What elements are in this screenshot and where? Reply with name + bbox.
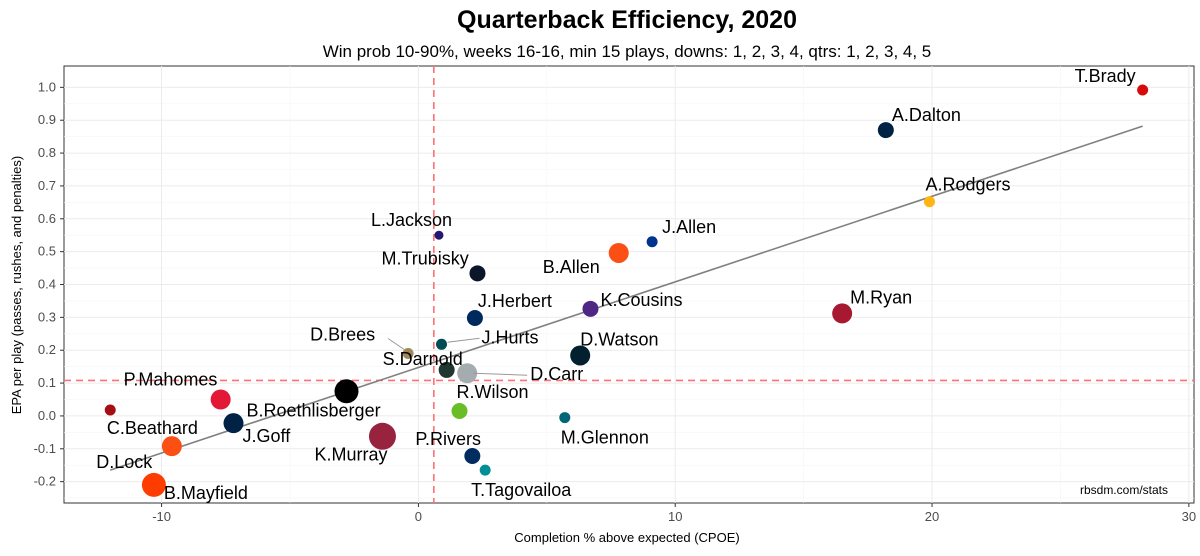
data-point [334, 379, 359, 404]
data-point [466, 310, 483, 327]
data-point [223, 413, 244, 434]
x-tick-label: 30 [1182, 509, 1196, 524]
data-label: C.Beathard [107, 418, 198, 438]
y-tick-label: 0.4 [38, 277, 56, 292]
grid [64, 66, 1194, 503]
data-label: J.Hurts [482, 327, 539, 347]
data-point [469, 265, 486, 282]
data-point [559, 412, 571, 424]
x-tick-label: 20 [925, 509, 939, 524]
data-point [438, 361, 455, 378]
data-label: M.Glennon [561, 428, 649, 448]
data-point [582, 300, 599, 317]
data-point [402, 348, 414, 359]
regression-line [109, 125, 1143, 471]
data-point [877, 122, 894, 139]
data-point [464, 448, 481, 465]
data-point [832, 303, 853, 324]
y-axis-label: EPA per play (passes, rushes, and penalt… [9, 156, 24, 414]
data-point [210, 389, 231, 410]
data-label: R.Wilson [457, 382, 529, 402]
y-tick-label: 0.9 [38, 112, 56, 127]
data-points [104, 84, 1149, 497]
data-label: D.Watson [580, 329, 658, 349]
data-label: K.Cousins [600, 290, 682, 310]
data-label: K.Murray [314, 444, 387, 464]
data-label: B.Mayfield [164, 483, 248, 503]
data-label: B.Allen [543, 257, 600, 277]
data-label: S.Darnold [383, 349, 463, 369]
data-point [161, 436, 182, 457]
label-connector [387, 338, 405, 350]
data-point [104, 404, 116, 416]
data-point [368, 422, 396, 450]
y-tick-label: 0.0 [38, 408, 56, 423]
data-labels: T.Brady A.Dalton A.Rodgers J.Allen L.Jackson… [96, 66, 1135, 503]
y-tick-label: -0.2 [34, 474, 56, 489]
data-label: D.Carr [530, 364, 583, 384]
x-tick-label: 0 [415, 509, 422, 524]
data-point [436, 338, 448, 350]
data-point [570, 345, 591, 366]
data-point [141, 472, 166, 497]
y-tick-label: 0.6 [38, 211, 56, 226]
x-tick-label: -10 [152, 509, 171, 524]
y-axis-ticks: 1.0 0.9 0.8 0.7 0.6 0.5 0.4 0.3 0.2 0.1 0.0 -0.1 -0.… [34, 79, 64, 489]
label-connector [447, 337, 480, 343]
data-label: A.Dalton [892, 105, 961, 125]
y-tick-label: 0.3 [38, 309, 56, 324]
data-point [457, 363, 478, 384]
data-label: L.Jackson [371, 210, 452, 230]
y-tick-label: 0.7 [38, 178, 56, 193]
data-label: T.Tagovailoa [471, 480, 572, 500]
chart-title: Quarterback Efficiency, 2020 [457, 6, 797, 34]
data-label: M.Ryan [850, 287, 912, 307]
data-point [646, 236, 658, 248]
x-axis-ticks: -10 0 10 20 30 [152, 503, 1196, 524]
data-point [479, 464, 491, 476]
data-label: P.Rivers [415, 429, 481, 449]
y-tick-label: 1.0 [38, 79, 56, 94]
data-point [923, 196, 935, 208]
data-point [608, 242, 629, 263]
y-tick-label: 0.5 [38, 244, 56, 259]
data-label: J.Goff [243, 426, 292, 446]
data-label: T.Brady [1075, 66, 1136, 86]
label-connector [473, 372, 528, 376]
y-tick-label: 0.8 [38, 145, 56, 160]
x-tick-label: 10 [668, 509, 682, 524]
trend-line [109, 125, 1143, 471]
chart-subtitle: Win prob 10-90%, weeks 16-16, min 15 pla… [323, 42, 932, 61]
data-label: D.Brees [310, 325, 375, 345]
reference-lines [64, 66, 1194, 503]
y-tick-label: -0.1 [34, 441, 56, 456]
data-label: A.Rodgers [925, 175, 1010, 195]
source-credit: rbsdm.com/stats [1080, 483, 1168, 497]
data-point [1137, 84, 1149, 96]
y-tick-label: 0.1 [38, 375, 56, 390]
data-label: D.Lock [96, 452, 153, 472]
data-label: J.Allen [662, 217, 716, 237]
y-tick-label: 0.2 [38, 342, 56, 357]
x-axis-label: Completion % above expected (CPOE) [514, 530, 739, 545]
data-label: J.Herbert [478, 291, 552, 311]
data-point [434, 230, 444, 240]
data-point [451, 403, 468, 419]
data-label: B.Roethlisberger [247, 400, 381, 420]
data-label: M.Trubisky [381, 248, 468, 268]
data-label: P.Mahomes [124, 370, 218, 390]
